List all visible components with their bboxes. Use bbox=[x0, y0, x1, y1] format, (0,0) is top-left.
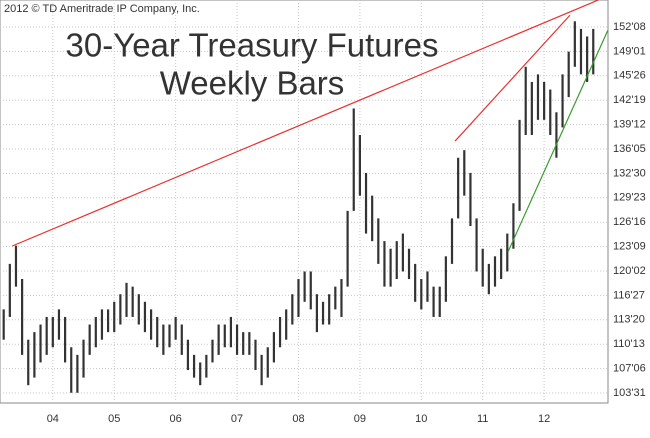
y-tick-label: 132'30 bbox=[613, 167, 646, 179]
y-tick-label: 116'27 bbox=[613, 289, 645, 301]
x-tick-label: 12 bbox=[538, 413, 550, 425]
y-tick-label: 142'19 bbox=[613, 94, 646, 106]
y-tick-label: 126'16 bbox=[613, 216, 646, 228]
x-tick-label: 09 bbox=[354, 413, 366, 425]
trend-line bbox=[454, 14, 571, 142]
y-tick-label: 139'12 bbox=[613, 118, 646, 130]
trend-line bbox=[12, 0, 599, 247]
x-tick-label: 04 bbox=[47, 413, 59, 425]
y-tick-label: 103'31 bbox=[613, 387, 646, 399]
y-tick-label: 120'02 bbox=[613, 265, 646, 277]
source-note: 2012 © TD Ameritrade IP Company, Inc. bbox=[4, 3, 200, 15]
x-tick-label: 05 bbox=[108, 413, 120, 425]
y-tick-label: 129'23 bbox=[613, 192, 646, 204]
x-tick-label: 11 bbox=[477, 413, 488, 425]
x-tick-label: 08 bbox=[292, 413, 304, 425]
x-tick-label: 06 bbox=[170, 413, 182, 425]
y-tick-label: 113'20 bbox=[613, 314, 645, 326]
y-tick-label: 110'13 bbox=[613, 338, 645, 350]
x-tick-label: 10 bbox=[415, 413, 427, 425]
y-tick-label: 149'01 bbox=[613, 45, 646, 57]
chart-title: Weekly Bars bbox=[160, 65, 345, 102]
y-tick-label: 145'26 bbox=[613, 70, 646, 82]
trend-line bbox=[507, 29, 609, 253]
y-tick-label: 136'05 bbox=[613, 143, 646, 155]
chart-title: 30-Year Treasury Futures bbox=[66, 27, 439, 64]
y-tick-label: 123'09 bbox=[613, 241, 646, 253]
y-tick-label: 107'06 bbox=[613, 363, 646, 375]
x-tick-label: 07 bbox=[231, 413, 243, 425]
y-tick-label: 152'08 bbox=[613, 21, 646, 33]
